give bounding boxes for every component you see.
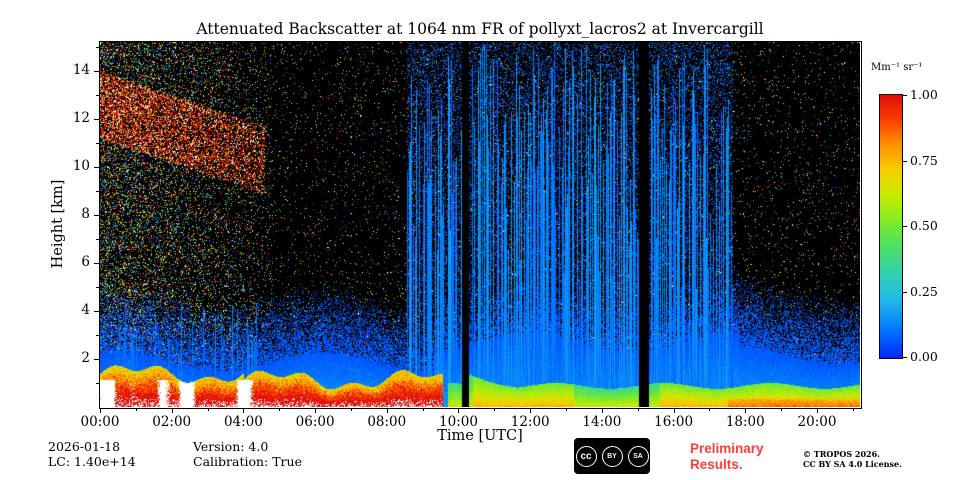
x-minor-tick (135, 408, 137, 411)
y-minor-tick (96, 238, 99, 240)
colorbar-tick-label: 0.75 (910, 152, 938, 168)
x-minor-tick (422, 408, 424, 411)
chart-title: Attenuated Backscatter at 1064 nm FR of … (196, 20, 764, 38)
x-major-tick (601, 408, 603, 413)
x-tick-label: 08:00 (367, 414, 407, 430)
x-minor-tick (566, 408, 568, 411)
y-minor-tick (96, 286, 99, 288)
footer-date: 2026-01-18 (48, 439, 121, 454)
x-major-tick (315, 408, 317, 413)
x-tick-label: 16:00 (654, 414, 694, 430)
preliminary-line2: Results. (690, 457, 743, 472)
y-major-tick (94, 118, 99, 120)
y-tick-label: 14 (72, 61, 90, 78)
tropos-line2: CC BY SA 4.0 License. (803, 459, 902, 469)
x-axis-label: Time [UTC] (437, 428, 523, 444)
y-major-tick (94, 70, 99, 72)
y-major-tick (94, 166, 99, 168)
tropos-copyright: © TROPOS 2026. CC BY SA 4.0 License. (803, 449, 902, 469)
x-major-tick (530, 408, 532, 413)
colorbar-tick (903, 291, 907, 293)
x-minor-tick (494, 408, 496, 411)
x-tick-label: 18:00 (725, 414, 765, 430)
colorbar-tick-label: 0.25 (910, 283, 938, 299)
y-tick-label: 4 (81, 301, 90, 318)
colorbar (880, 95, 902, 358)
x-tick-label: 04:00 (223, 414, 263, 430)
colorbar-tick-label: 1.00 (910, 87, 938, 102)
y-major-tick (94, 262, 99, 264)
x-minor-tick (852, 408, 854, 411)
cc-license-badge: cc BY SA (574, 438, 650, 474)
x-minor-tick (709, 408, 711, 411)
y-tick-label: 6 (81, 253, 90, 270)
x-minor-tick (207, 408, 209, 411)
colorbar-tick (903, 95, 907, 96)
y-major-tick (94, 214, 99, 216)
plot-frame (99, 41, 862, 409)
x-tick-label: 06:00 (295, 414, 335, 430)
y-minor-tick (96, 94, 99, 96)
colorbar-frame (879, 94, 903, 359)
y-major-tick (94, 310, 99, 312)
y-minor-tick (96, 190, 99, 192)
colorbar-tick-label: 0.50 (910, 218, 938, 233)
x-major-tick (745, 408, 747, 413)
x-minor-tick (279, 408, 281, 411)
x-minor-tick (350, 408, 352, 411)
x-tick-label: 00:00 (80, 414, 120, 430)
cc-by-icon: BY (601, 445, 623, 467)
y-minor-tick (96, 334, 99, 336)
preliminary-line1: Preliminary (690, 441, 764, 456)
colorbar-tick (903, 160, 907, 162)
x-tick-label: 12:00 (510, 414, 550, 430)
x-major-tick (243, 408, 245, 413)
y-minor-tick (96, 142, 99, 144)
x-tick-label: 14:00 (582, 414, 622, 430)
colorbar-tick-label: 0.00 (910, 349, 938, 364)
cc-icon: cc (575, 445, 597, 467)
x-major-tick (386, 408, 388, 413)
x-major-tick (171, 408, 173, 413)
y-tick-label: 12 (72, 109, 90, 126)
x-minor-tick (781, 408, 783, 411)
x-major-tick (673, 408, 675, 413)
x-major-tick (816, 408, 818, 413)
colorbar-unit-label: Mm⁻¹ sr⁻¹ (871, 62, 923, 73)
x-major-tick (458, 408, 460, 413)
preliminary-results-note: Preliminary Results. (690, 441, 764, 473)
footer-version: Version: 4.0 (193, 439, 269, 454)
y-tick-label: 8 (81, 205, 90, 222)
y-minor-tick (96, 382, 99, 384)
x-major-tick (100, 408, 101, 413)
footer-calibration: Calibration: True (193, 454, 302, 469)
x-tick-label: 10:00 (439, 414, 478, 430)
y-tick-label: 2 (81, 349, 90, 366)
colorbar-tick (903, 226, 907, 227)
x-tick-label: 02:00 (152, 414, 192, 430)
y-major-tick (94, 358, 99, 360)
x-minor-tick (637, 408, 639, 411)
y-minor-tick (96, 46, 99, 48)
backscatter-heatmap (100, 42, 860, 407)
x-tick-label: 20:00 (797, 414, 837, 430)
footer-lidar-constant: LC: 1.40e+14 (48, 454, 136, 469)
y-tick-label: 10 (72, 157, 90, 174)
colorbar-tick (903, 357, 907, 358)
cc-sa-icon: SA (627, 445, 649, 467)
tropos-line1: © TROPOS 2026. (803, 449, 880, 459)
